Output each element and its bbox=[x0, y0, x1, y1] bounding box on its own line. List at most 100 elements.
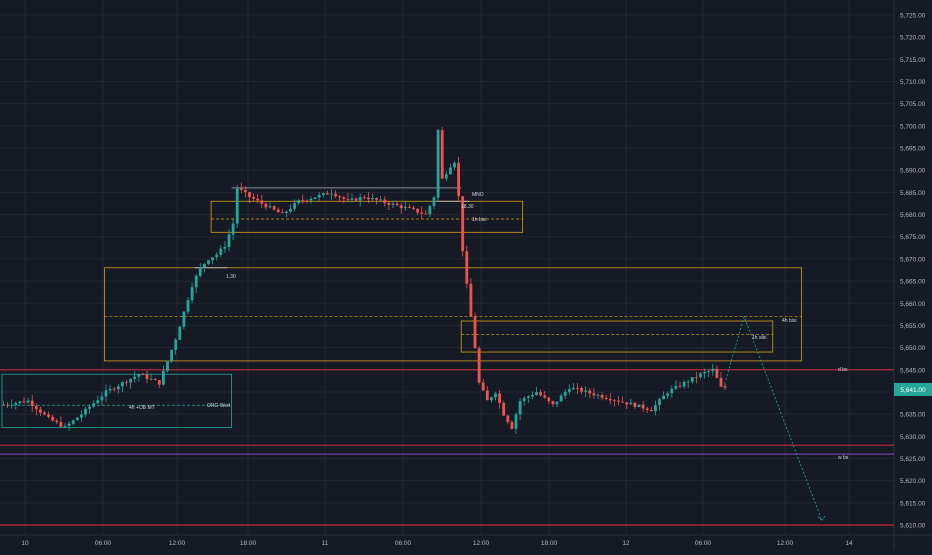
candle-body bbox=[703, 372, 706, 374]
candle-body bbox=[256, 198, 260, 201]
candle-body bbox=[170, 349, 173, 361]
candle-body bbox=[707, 371, 711, 373]
candle-body bbox=[387, 202, 391, 205]
price-tick-label: 5,610.00 bbox=[900, 523, 926, 530]
candle-body bbox=[317, 194, 321, 198]
candle-body bbox=[457, 162, 460, 197]
candle-body bbox=[198, 267, 202, 276]
time-tick-label: 14 bbox=[845, 540, 853, 547]
zone-box bbox=[104, 267, 802, 362]
zones bbox=[1, 200, 802, 428]
candle-body bbox=[371, 198, 374, 200]
candle-body bbox=[490, 397, 493, 401]
candle-body bbox=[625, 402, 629, 405]
price-tick-label: 5,630.00 bbox=[900, 434, 926, 441]
candle-body bbox=[658, 399, 661, 406]
candle-body bbox=[268, 206, 272, 208]
projection-arrow-head bbox=[817, 515, 826, 522]
candle-body bbox=[440, 130, 444, 179]
label-18-30: 18.30 bbox=[461, 204, 474, 210]
candle-body bbox=[133, 376, 137, 379]
labels: MNO 18.30 1h bisi 1.30 4h bisi 1h sibi d… bbox=[129, 192, 849, 461]
candle-body bbox=[715, 368, 719, 378]
label-org-wed: ORG Wed bbox=[207, 403, 230, 409]
candle-body bbox=[235, 188, 239, 224]
candle-body bbox=[617, 400, 620, 402]
price-tick-label: 5,710.00 bbox=[900, 79, 926, 86]
candle-body bbox=[305, 200, 309, 202]
time-tick-label: 06:00 bbox=[395, 540, 412, 547]
time-tick-label: 18:00 bbox=[240, 540, 257, 547]
candle-body bbox=[543, 395, 547, 398]
candle-body bbox=[43, 412, 46, 415]
candle-body bbox=[108, 388, 112, 391]
candle-body bbox=[608, 398, 612, 401]
candle-body bbox=[14, 403, 18, 405]
candle-body bbox=[203, 263, 206, 268]
time-tick-label: 06:00 bbox=[95, 540, 112, 547]
candle-body bbox=[412, 207, 415, 209]
candle-body bbox=[375, 198, 378, 200]
candle-body bbox=[420, 212, 424, 214]
price-axis[interactable]: 5,725.00 5,720.00 5,715.00 5,710.00 5,705.00… bbox=[900, 13, 926, 530]
candle-body bbox=[408, 207, 411, 208]
time-tick-label: 10 bbox=[21, 540, 29, 547]
candle-body bbox=[473, 316, 477, 349]
candle-body bbox=[22, 401, 26, 403]
candle-body bbox=[182, 311, 186, 327]
candle-body bbox=[141, 374, 145, 376]
candle-body bbox=[526, 396, 530, 398]
candle-body bbox=[71, 420, 75, 424]
label-d-bs: d bs bbox=[838, 367, 848, 373]
zone-box bbox=[460, 320, 774, 353]
candle-body bbox=[358, 197, 362, 201]
candle-body bbox=[2, 404, 5, 406]
projection bbox=[723, 315, 826, 522]
candle-body bbox=[153, 378, 157, 381]
candle-body bbox=[600, 394, 604, 398]
candle-body bbox=[231, 223, 235, 235]
candle-body bbox=[719, 377, 723, 387]
candle-body bbox=[666, 393, 670, 396]
price-tick-label: 5,615.00 bbox=[900, 500, 926, 507]
candle-body bbox=[26, 400, 30, 403]
candle-body bbox=[645, 408, 649, 410]
candle-body bbox=[453, 162, 456, 168]
candle-body bbox=[580, 388, 583, 392]
label-1h-sibi: 1h sibi bbox=[752, 335, 766, 341]
candle-body bbox=[547, 397, 551, 402]
candle-body bbox=[555, 401, 559, 405]
candle-body bbox=[506, 415, 510, 423]
candle-body bbox=[215, 254, 219, 258]
candle-body bbox=[166, 360, 169, 371]
candle-body bbox=[149, 378, 153, 380]
candle-body bbox=[633, 402, 637, 407]
candle-body bbox=[416, 208, 419, 213]
candle-body bbox=[301, 200, 305, 201]
label-4h-bisi: 4h bisi bbox=[782, 318, 796, 324]
candle-body bbox=[84, 408, 87, 415]
time-axis[interactable]: 10 06:00 12:00 18:00 11 06:00 12:00 18:00 12 06:0… bbox=[21, 540, 853, 547]
candle-body bbox=[518, 400, 522, 415]
candle-body bbox=[157, 380, 161, 385]
candle-body bbox=[485, 390, 489, 401]
candle-body bbox=[674, 385, 678, 389]
candle-body bbox=[121, 382, 124, 387]
price-tick-label: 5,715.00 bbox=[900, 57, 926, 64]
candle-body bbox=[239, 188, 243, 190]
candle-body bbox=[88, 406, 91, 409]
candle-body bbox=[551, 401, 555, 405]
price-tick-label: 5,705.00 bbox=[900, 101, 926, 108]
candle-body bbox=[690, 377, 694, 382]
candle-body bbox=[30, 400, 34, 406]
candle-body bbox=[567, 389, 571, 392]
candle-body bbox=[481, 382, 485, 391]
candle-body bbox=[621, 401, 624, 403]
candle-body bbox=[395, 203, 399, 206]
candle-body bbox=[539, 392, 542, 396]
candle-body bbox=[244, 189, 247, 193]
price-tick-label: 5,695.00 bbox=[900, 146, 926, 153]
projection-path bbox=[723, 315, 823, 521]
candle-body bbox=[584, 390, 588, 392]
